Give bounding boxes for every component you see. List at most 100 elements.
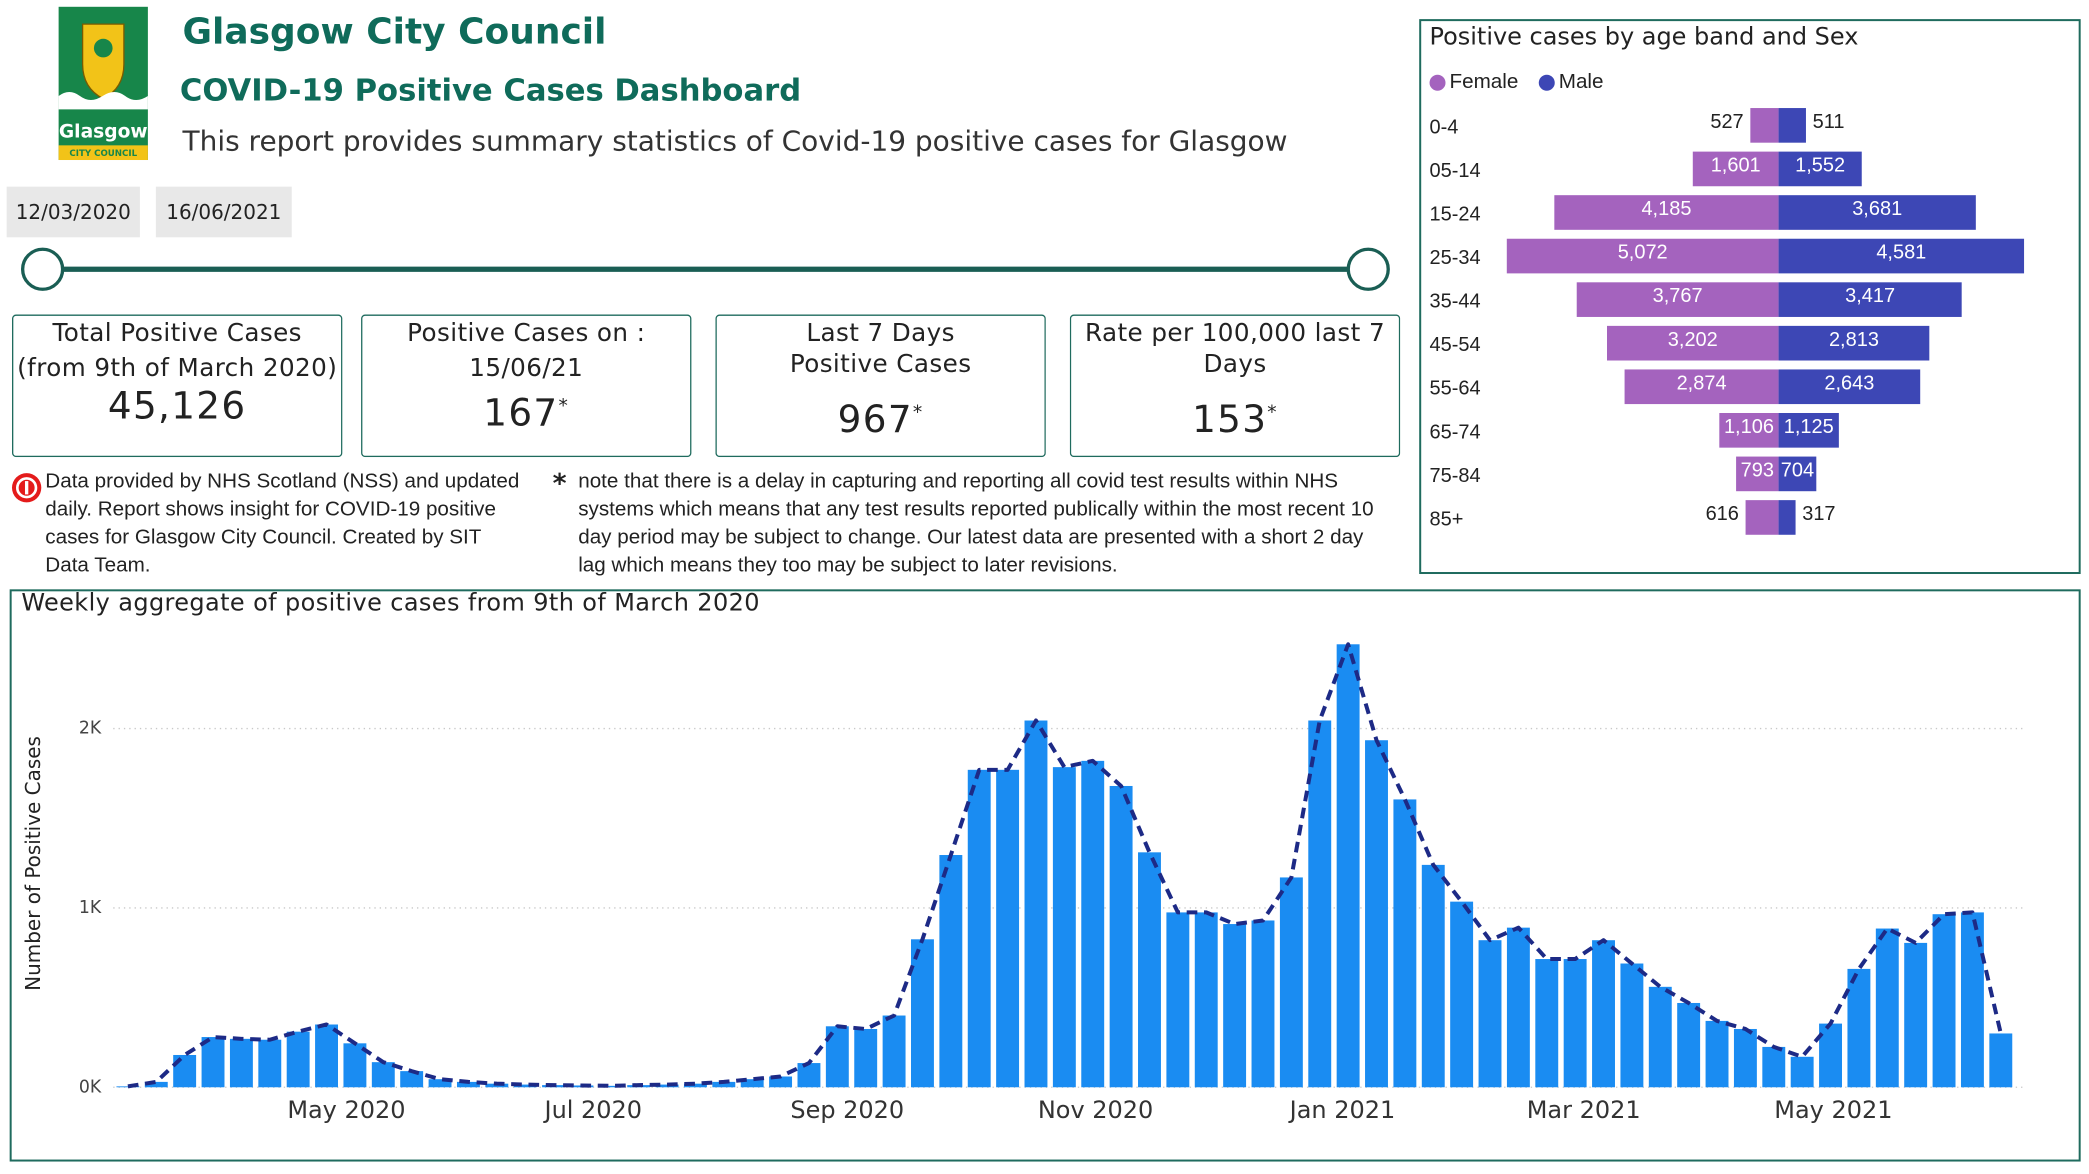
value-label: 704 (1781, 460, 1814, 482)
bar (854, 1028, 878, 1088)
bar (825, 1026, 849, 1088)
bar (996, 769, 1020, 1088)
bar (1336, 644, 1360, 1088)
y-tick-label: 2K (79, 719, 102, 739)
bar (1223, 924, 1247, 1088)
trend-line (127, 642, 2003, 1089)
bar (1778, 456, 1817, 492)
value-label: 5,072 (1618, 242, 1668, 264)
bar (1081, 760, 1105, 1088)
bar (1719, 413, 1779, 448)
bar (456, 1081, 480, 1088)
legend-label: Female (1450, 70, 1519, 93)
bar (1506, 238, 1779, 274)
bar (967, 769, 991, 1088)
bar (1762, 1046, 1786, 1088)
value-label: 616 (1706, 503, 1739, 525)
y-tick-label: 1K (79, 898, 102, 918)
bar (1624, 369, 1779, 405)
bar (1960, 912, 1984, 1088)
start-date: 12/03/2020 (16, 200, 131, 224)
end-date: 16/06/2021 (166, 200, 281, 224)
bar (939, 855, 963, 1088)
bar (712, 1081, 736, 1088)
bar (286, 1031, 310, 1088)
logo-crest (81, 23, 125, 100)
card-title: Rate per 100,000 last 7 Days (1084, 319, 1386, 379)
card-subtitle: 15/06/21 (469, 354, 584, 383)
bar (1778, 238, 2025, 274)
bar (1421, 864, 1445, 1088)
source-note-text: Data provided by NHS Scotland (NSS) and … (45, 470, 520, 578)
bar (1790, 1056, 1814, 1088)
category-label: 05-14 (1430, 160, 1481, 182)
legend-marker (1538, 74, 1555, 91)
bar (1736, 456, 1779, 492)
bar (1778, 195, 1976, 230)
bar (1024, 720, 1048, 1088)
bar (1251, 920, 1275, 1088)
card-value: 45,126 (107, 383, 247, 428)
value-label: 511 (1813, 111, 1845, 133)
dashboard-title: Glasgow City Council (183, 11, 607, 52)
bar (428, 1079, 452, 1088)
bar (1875, 928, 1899, 1088)
value-label: 1,601 (1711, 155, 1761, 177)
pyramid-panel (1419, 19, 2081, 575)
bar (1620, 963, 1644, 1088)
slider-handle-start[interactable] (20, 247, 65, 291)
bar (1648, 986, 1672, 1088)
bar (740, 1079, 764, 1088)
category-label: 35-44 (1430, 291, 1481, 313)
x-tick-label: Sep 2020 (790, 1096, 904, 1124)
bar (371, 1062, 395, 1088)
bar (1778, 108, 1806, 143)
start-date-box[interactable] (6, 186, 140, 238)
x-tick-label: Jan 2021 (1288, 1096, 1396, 1124)
bar (1308, 720, 1332, 1088)
bar (229, 1038, 253, 1088)
category-label: 85+ (1430, 508, 1464, 530)
bar (1819, 1023, 1842, 1088)
bar (144, 1081, 168, 1088)
x-tick-label: Jul 2020 (543, 1096, 643, 1124)
category-label: 75-84 (1430, 465, 1481, 487)
card-title: Last 7 Days Positive Cases (789, 319, 972, 379)
card-title: Positive Cases on : (407, 319, 646, 348)
bar (1052, 767, 1076, 1088)
bar (1393, 799, 1417, 1088)
card: Positive Cases on : 15/06/21 167* (361, 314, 692, 458)
bar (1750, 108, 1779, 143)
bar (1778, 369, 1921, 405)
bar (1576, 282, 1779, 317)
logo-strip (58, 145, 148, 161)
end-date-box[interactable] (155, 186, 292, 238)
bar (797, 1063, 821, 1088)
value-label: 4,581 (1876, 242, 1926, 264)
card-marker: * (912, 402, 924, 424)
logo-text: Glasgow (59, 122, 148, 143)
delay-note-text: note that there is a delay in capturing … (578, 470, 1374, 578)
bar (1778, 151, 1862, 187)
bar (201, 1037, 225, 1088)
bar (1166, 912, 1190, 1088)
category-label: 65-74 (1430, 421, 1481, 443)
weekly-panel (9, 589, 2081, 1162)
slider-handle-end[interactable] (1346, 247, 1390, 291)
bar (769, 1076, 793, 1088)
x-tick-label: May 2020 (287, 1096, 405, 1124)
bar (1778, 325, 1930, 361)
weekly-chart: Weekly aggregate of positive cases from … (21, 589, 2026, 1124)
value-label: 3,202 (1668, 329, 1718, 351)
value-label: 2,813 (1829, 329, 1879, 351)
bar (1279, 877, 1303, 1088)
bar (882, 1015, 906, 1088)
bar (1506, 927, 1530, 1088)
y-axis-label: Number of Positive Cases (21, 736, 45, 991)
asterisk: * (553, 469, 567, 500)
bar (1109, 785, 1133, 1088)
bar (1778, 500, 1796, 535)
bar (1194, 912, 1218, 1088)
